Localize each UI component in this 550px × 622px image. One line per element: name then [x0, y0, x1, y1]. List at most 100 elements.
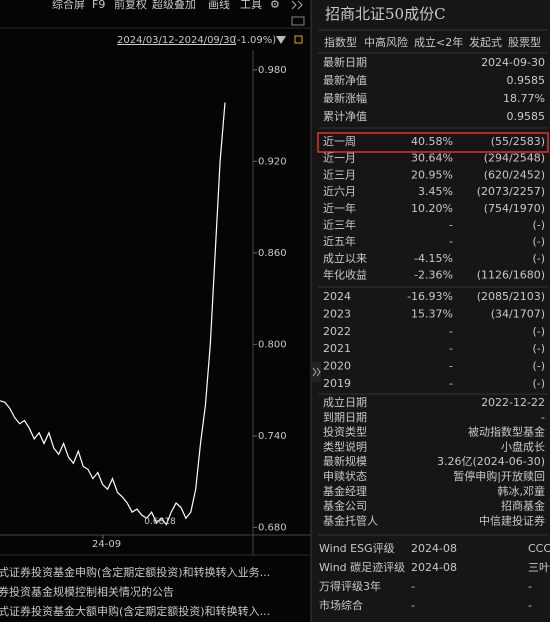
row-value: -	[449, 360, 453, 373]
chart-bg	[0, 0, 311, 622]
row-label: 基金公司	[323, 499, 367, 513]
row-rank: (1126/1680)	[477, 269, 545, 282]
highlight-box	[317, 132, 549, 153]
rating-date: -	[411, 580, 415, 593]
y-tick-label: 0.860	[258, 248, 287, 259]
toolbar-button[interactable]: 超级叠加	[152, 0, 196, 11]
row-rank: (2073/2257)	[477, 185, 545, 198]
row-value: 中信建投证券	[479, 513, 545, 527]
row-label: 最新日期	[323, 55, 367, 69]
row-value: 3.45%	[418, 185, 453, 198]
row-value: 18.77%	[503, 92, 545, 105]
row-value: -16.93%	[407, 290, 453, 303]
row-value: 30.64%	[411, 152, 453, 165]
x-tick-label: 24-09	[92, 539, 121, 550]
row-value: 小盘成长	[501, 439, 545, 453]
wp-icon[interactable]	[291, 16, 305, 26]
row-rank: (55/2583)	[491, 135, 545, 148]
rating-value: CCC	[528, 542, 550, 555]
row-label: 2019	[323, 377, 351, 390]
row-label: 2023	[323, 307, 351, 320]
toolbar-button[interactable]: 前复权	[114, 0, 147, 11]
row-label: 基金经理	[323, 484, 367, 498]
rating-value: -	[528, 580, 532, 593]
fund-tag[interactable]: 股票型	[508, 35, 541, 49]
row-label: 2021	[323, 342, 351, 355]
rating-label: Wind 碳足迹评级	[319, 560, 405, 574]
fund-tag[interactable]: 中高风险	[364, 35, 408, 49]
toolbar-button[interactable]: 画线	[208, 0, 230, 11]
lock-icon[interactable]	[294, 35, 303, 44]
row-label: 近三年	[323, 218, 356, 232]
toolbar-button[interactable]: 综合屏	[52, 0, 85, 11]
row-label: 投资类型	[323, 425, 367, 439]
more-icon[interactable]	[297, 0, 303, 10]
row-label: 年化收益	[323, 268, 367, 282]
row-rank: (-)	[532, 235, 545, 248]
row-label: 2022	[323, 325, 351, 338]
y-tick-label: 0.740	[258, 431, 287, 442]
row-label: 最新涨幅	[323, 91, 367, 105]
collapse-icon[interactable]	[312, 367, 317, 377]
row-label: 成立日期	[323, 395, 367, 409]
fund-title: 招商北证50成份C	[325, 5, 446, 23]
row-label: 基金托管人	[323, 513, 378, 527]
row-value: 2022-12-22	[481, 396, 545, 409]
row-label: 成立以来	[323, 251, 367, 265]
news-item[interactable]: 券投资基金规模控制相关情况的公告	[0, 585, 174, 599]
row-value: 10.20%	[411, 202, 453, 215]
news-item[interactable]: 式证券投资基金大额申购(含定期定额投资)和转换转入...	[0, 604, 270, 618]
row-rank: (2085/2103)	[477, 290, 545, 303]
toolbar-button[interactable]: F9	[92, 0, 105, 11]
row-label: 到期日期	[323, 411, 367, 424]
row-value: 暂停申购|开放赎回	[453, 469, 545, 483]
y-tick-label: 0.680	[258, 522, 287, 533]
news-item[interactable]: 式证券投资基金申购(含定期定额投资)和转换转入业务...	[0, 565, 270, 579]
row-value: -	[449, 377, 453, 390]
row-label: 累计净值	[323, 109, 367, 123]
dropdown-icon[interactable]	[276, 36, 286, 44]
rating-date: -	[411, 599, 415, 612]
row-value: 0.9585	[507, 74, 546, 87]
rating-date: 2024-08	[411, 542, 457, 555]
rating-value: 三叶	[528, 561, 550, 574]
row-value: -2.36%	[414, 269, 453, 282]
row-value: -	[449, 342, 453, 355]
row-rank: (754/1970)	[484, 202, 545, 215]
row-value: 40.58%	[411, 135, 453, 148]
toolbar-button[interactable]: 工具	[240, 0, 262, 11]
row-label: 最新规模	[323, 454, 367, 468]
rating-date: 2024-08	[411, 561, 457, 574]
more-icon[interactable]	[291, 0, 297, 10]
row-label: 近六月	[323, 185, 356, 198]
change-label: (-1.09%)	[233, 35, 276, 46]
min-label: 0.6818	[144, 517, 176, 527]
row-value: 2024-09-30	[481, 56, 545, 69]
row-rank: (-)	[532, 325, 545, 338]
panel-bg	[311, 0, 550, 622]
row-rank: (-)	[532, 252, 545, 265]
row-label: 近一周	[323, 135, 356, 148]
row-label: 申赎状态	[323, 469, 367, 483]
row-rank: (-)	[532, 360, 545, 373]
fund-tag[interactable]: 成立<2年	[414, 35, 463, 49]
row-rank: (294/2548)	[484, 152, 545, 165]
row-value: -	[449, 235, 453, 248]
y-tick-label: 0.980	[258, 65, 287, 76]
row-value: 0.9585	[507, 110, 546, 123]
row-value: 被动指数型基金	[468, 425, 545, 439]
rating-label: Wind ESG评级	[319, 542, 395, 555]
row-rank: (34/1707)	[491, 307, 545, 320]
fund-tag[interactable]: 发起式	[469, 35, 502, 49]
row-value: 招商基金	[501, 499, 545, 513]
row-label: 近一月	[323, 152, 356, 165]
row-value: 3.26亿(2024-06-30)	[437, 455, 545, 468]
collapse-icon[interactable]	[316, 367, 321, 377]
settings-icon[interactable]: ⚙	[270, 0, 280, 11]
y-tick-label: 0.920	[258, 156, 287, 167]
row-value: 韩冰,邓童	[498, 484, 546, 498]
row-value: 20.95%	[411, 168, 453, 181]
fund-tag[interactable]: 指数型	[324, 35, 357, 49]
